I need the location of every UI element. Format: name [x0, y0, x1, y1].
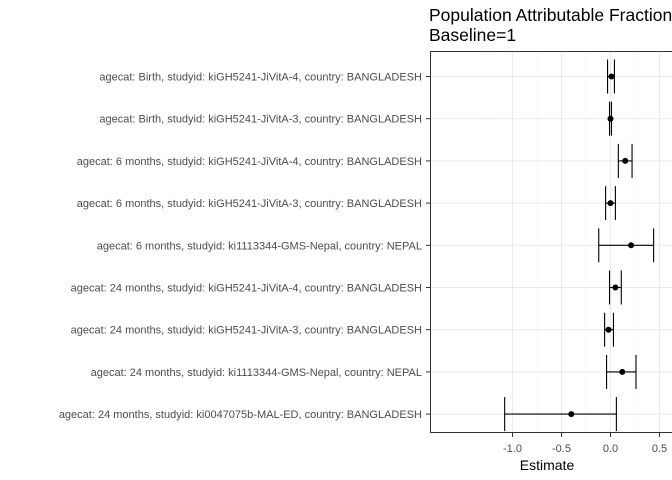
estimate-point — [622, 157, 629, 164]
estimate-point — [607, 200, 614, 207]
estimate-point — [568, 411, 575, 418]
x-tick-label: 0.0 — [603, 443, 618, 455]
data-marks — [504, 59, 655, 432]
estimate-point — [608, 73, 615, 80]
y-tick-label: agecat: 24 months, studyid: kiGH5241-JiV… — [71, 325, 422, 337]
y-tick-label: agecat: 6 months, studyid: ki1113344-GMS… — [97, 240, 422, 252]
y-axis-labels: agecat: Birth, studyid: kiGH5241-JiVitA-… — [59, 72, 430, 421]
panel-background — [430, 51, 672, 433]
estimate-point — [607, 115, 614, 122]
estimate-point — [612, 284, 619, 291]
estimate-point — [628, 242, 635, 249]
x-tick-label: 0.5 — [652, 443, 667, 455]
y-tick-label: agecat: 6 months, studyid: kiGH5241-JiVi… — [77, 156, 422, 168]
x-tick-label: -1.0 — [503, 443, 522, 455]
y-tick-label: agecat: 6 months, studyid: kiGH5241-JiVi… — [77, 198, 422, 210]
plot-panel — [430, 51, 672, 433]
chart-title: Population Attributable Fraction — [429, 5, 672, 25]
y-tick-label: agecat: 24 months, studyid: ki0047075b-M… — [59, 409, 422, 421]
y-tick-label: agecat: Birth, studyid: kiGH5241-JiVitA-… — [99, 72, 422, 84]
x-axis-title: Estimate — [520, 457, 575, 473]
y-tick-label: agecat: 24 months, studyid: ki1113344-GM… — [91, 367, 422, 379]
x-tick-label: -0.5 — [552, 443, 571, 455]
estimate-point — [605, 326, 612, 333]
panel-border — [430, 51, 672, 433]
estimate-point — [619, 368, 626, 375]
chart-subtitle: Baseline=1 — [429, 25, 516, 45]
y-tick-label: agecat: Birth, studyid: kiGH5241-JiVitA-… — [99, 114, 422, 126]
x-axis: -1.0 -0.5 0.0 0.5 — [503, 433, 667, 455]
y-tick-label: agecat: 24 months, studyid: kiGH5241-JiV… — [71, 283, 422, 295]
